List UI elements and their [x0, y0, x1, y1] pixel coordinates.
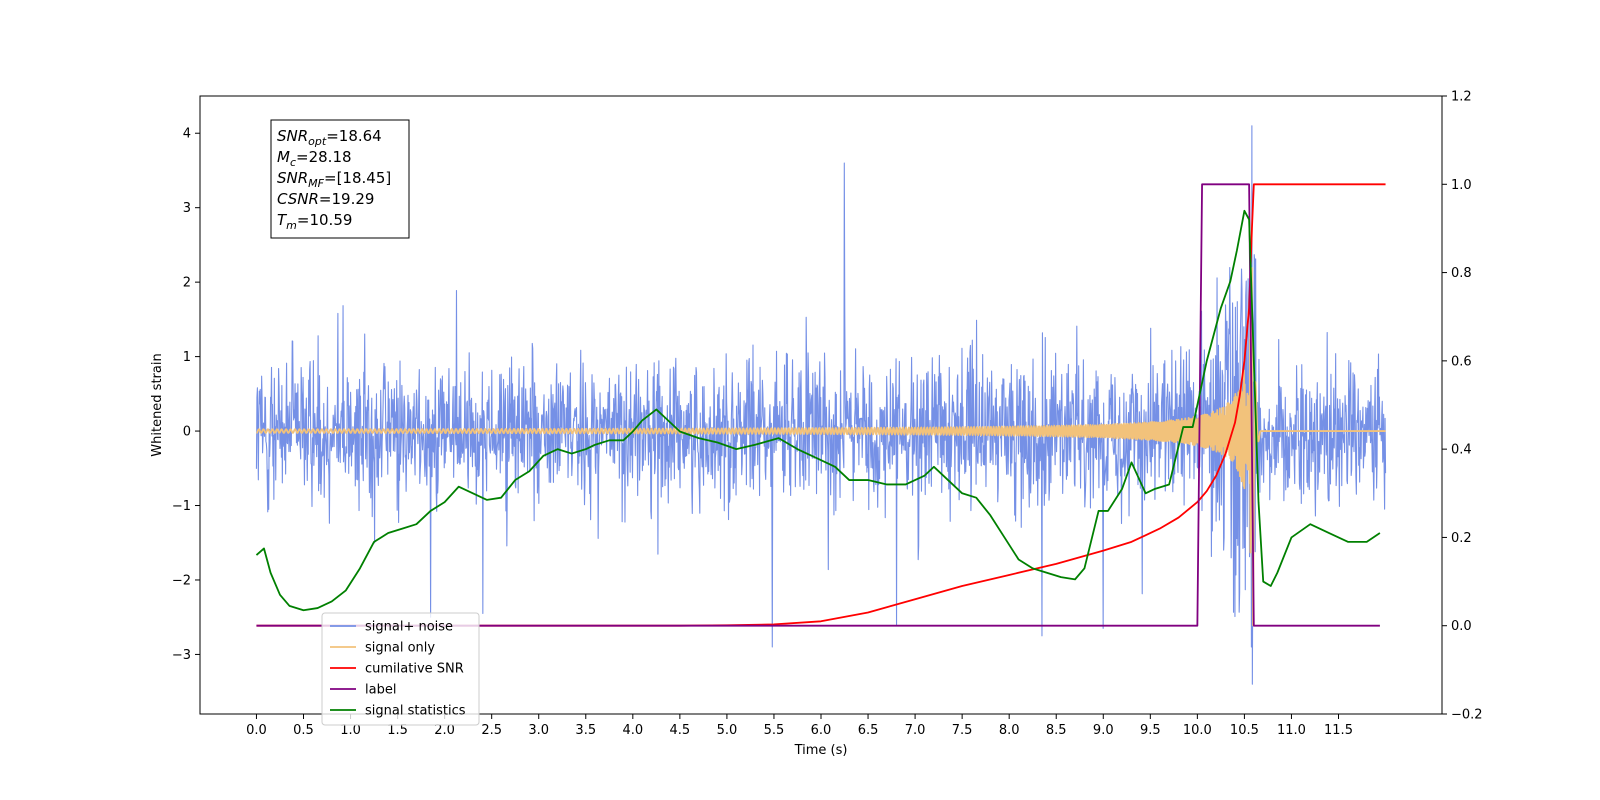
annotation-symbol: M	[277, 148, 290, 166]
y-tick-label: 1	[183, 350, 191, 365]
annotation-value: =18.64	[326, 127, 382, 145]
legend-frame	[321, 612, 480, 726]
y-right-tick-label: 0.8	[1451, 266, 1472, 281]
x-axis-label: Time (s)	[794, 743, 848, 758]
x-tick-label: 2.5	[481, 723, 502, 738]
annotation-symbol: T	[277, 211, 288, 229]
annotation-symbol: SNR	[277, 169, 308, 187]
x-tick-label: 1.5	[387, 723, 408, 738]
x-tick-label: 4.0	[622, 723, 643, 738]
x-tick-label: 0.0	[246, 723, 267, 738]
x-tick-label: 2.0	[434, 723, 455, 738]
annotation-subscript: c	[290, 156, 296, 169]
legend-entry: signal statistics	[365, 704, 466, 719]
series-line-signal-only	[255, 267, 1387, 627]
legend-entry: signal+ noise	[365, 620, 453, 635]
annotation-frame	[270, 119, 410, 239]
series-line-label	[256, 183, 1380, 627]
annotation-box: SNRopt=18.64Mc=28.18SNRMF=[18.45]CSNR=19…	[270, 119, 410, 239]
annotation-symbol: CSNR	[277, 190, 319, 208]
annotation-line: CSNR=19.29	[277, 190, 374, 208]
x-tick-label: 8.0	[999, 723, 1020, 738]
annotation-subscript: m	[286, 219, 297, 232]
x-tick-label: 7.0	[905, 723, 926, 738]
y-right-tick-label: 0.6	[1451, 354, 1472, 369]
y-right-tick-label: 0.4	[1451, 443, 1472, 458]
series-layer	[255, 125, 1387, 685]
x-tick-label: 4.5	[670, 723, 691, 738]
y-tick-label: 0	[183, 425, 191, 440]
x-tick-label: 7.5	[952, 723, 973, 738]
y-axis-label: Whitened strain	[150, 353, 165, 456]
x-tick-label: 5.5	[764, 723, 785, 738]
x-tick-label: 6.5	[858, 723, 879, 738]
annotation-subscript: MF	[308, 177, 324, 190]
y-right-tick-label: 0.0	[1451, 619, 1472, 634]
x-tick-label: 11.5	[1324, 723, 1353, 738]
series-line-signal-noise	[255, 125, 1387, 685]
legend-entry: label	[365, 683, 396, 698]
axes-layer: 0.0 0.5 1.0 1.5 2.0 2.5 3.0 3.5 4.0 4.5 5.0 5.5 6.0 6…	[172, 90, 1483, 739]
x-tick-label: 5.0	[717, 723, 738, 738]
x-tick-label: 1.0	[340, 723, 361, 738]
x-tick-label: 10.5	[1230, 723, 1259, 738]
x-tick-label: 0.5	[293, 723, 314, 738]
y-tick-label: −1	[172, 499, 191, 514]
annotation-value: =[18.45]	[324, 169, 391, 187]
x-tick-label: 9.0	[1093, 723, 1114, 738]
x-tick-label: 11.0	[1277, 723, 1306, 738]
annotation-line: SNRMF=[18.45]	[277, 169, 391, 190]
x-tick-label: 9.5	[1140, 723, 1161, 738]
annotation-subscript: opt	[308, 135, 327, 148]
x-tick-label: 3.5	[575, 723, 596, 738]
y-tick-label: −3	[172, 648, 191, 663]
x-tick-label: 6.0	[811, 723, 832, 738]
annotation-line: Mc=28.18	[277, 148, 352, 169]
y-right-tick-label: −0.2	[1451, 708, 1483, 723]
y-tick-label: 4	[183, 127, 191, 142]
y-tick-label: 2	[183, 276, 191, 291]
annotation-value: =19.29	[319, 190, 375, 208]
y-right-tick-label: 0.2	[1451, 531, 1472, 546]
series-line-signal-statistics	[255, 209, 1381, 612]
y-tick-label: −2	[172, 573, 191, 588]
x-tick-label: 3.0	[528, 723, 549, 738]
x-tick-label: 8.5	[1046, 723, 1067, 738]
legend-entry: cumilative SNR	[365, 662, 464, 677]
annotation-line: SNRopt=18.64	[277, 127, 382, 148]
annotation-line: Tm=10.59	[277, 211, 352, 232]
legend: signal+ noise signal only cumilative SNR la…	[321, 612, 480, 726]
y-right-tick-label: 1.2	[1451, 90, 1472, 105]
annotation-symbol: SNR	[277, 127, 308, 145]
annotation-value: =28.18	[296, 148, 352, 166]
legend-entry: signal only	[365, 641, 435, 656]
x-tick-label: 10.0	[1183, 723, 1212, 738]
y-tick-label: 3	[183, 201, 191, 216]
annotation-value: =10.59	[297, 211, 353, 229]
y-right-tick-label: 1.0	[1451, 178, 1472, 193]
